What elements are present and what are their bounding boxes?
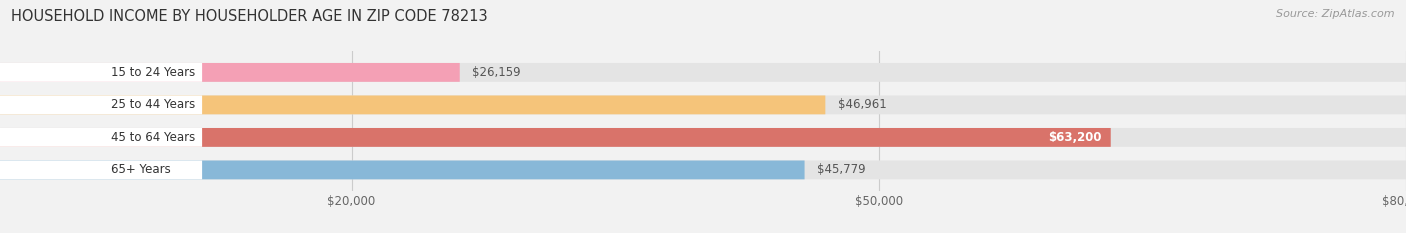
FancyBboxPatch shape	[0, 128, 202, 147]
Text: 15 to 24 Years: 15 to 24 Years	[111, 66, 195, 79]
Text: 25 to 44 Years: 25 to 44 Years	[111, 98, 195, 111]
FancyBboxPatch shape	[0, 161, 1406, 179]
FancyBboxPatch shape	[0, 161, 804, 179]
FancyBboxPatch shape	[0, 96, 1406, 114]
Text: 45 to 64 Years: 45 to 64 Years	[111, 131, 195, 144]
Text: $46,961: $46,961	[838, 98, 886, 111]
FancyBboxPatch shape	[0, 128, 1111, 147]
Text: HOUSEHOLD INCOME BY HOUSEHOLDER AGE IN ZIP CODE 78213: HOUSEHOLD INCOME BY HOUSEHOLDER AGE IN Z…	[11, 9, 488, 24]
FancyBboxPatch shape	[0, 96, 202, 114]
Text: Source: ZipAtlas.com: Source: ZipAtlas.com	[1277, 9, 1395, 19]
FancyBboxPatch shape	[0, 96, 825, 114]
FancyBboxPatch shape	[0, 128, 1406, 147]
Text: $63,200: $63,200	[1049, 131, 1102, 144]
Text: $45,779: $45,779	[817, 163, 866, 176]
FancyBboxPatch shape	[0, 161, 202, 179]
Text: 65+ Years: 65+ Years	[111, 163, 172, 176]
FancyBboxPatch shape	[0, 63, 1406, 82]
FancyBboxPatch shape	[0, 63, 202, 82]
Text: $26,159: $26,159	[472, 66, 520, 79]
FancyBboxPatch shape	[0, 63, 460, 82]
